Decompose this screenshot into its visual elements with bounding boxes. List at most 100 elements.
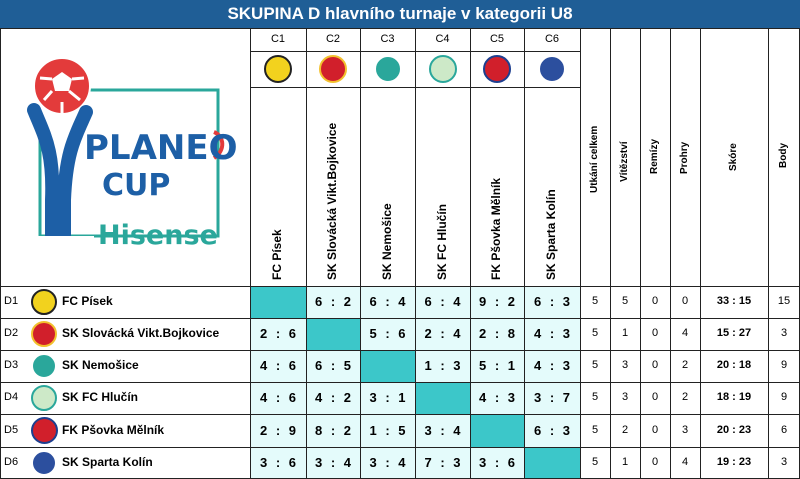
goal-score: 20 : 18 xyxy=(716,359,752,371)
result-cell-bg xyxy=(524,350,580,382)
column-code: C6 xyxy=(544,33,560,45)
grid-vline xyxy=(670,28,671,479)
column-shield-crest-badge-icon xyxy=(319,55,347,83)
column-team-name: SK FC Hlučín xyxy=(434,203,449,280)
result-cell-bg xyxy=(470,447,524,479)
losses-count: 2 xyxy=(681,391,689,403)
draws-count: 0 xyxy=(651,391,659,403)
played-count: 5 xyxy=(591,391,599,403)
goal-score: 20 : 23 xyxy=(716,423,752,436)
result-cell-bg xyxy=(415,447,470,479)
result-cell-bg xyxy=(306,286,360,318)
result-cell-bg xyxy=(470,286,524,318)
row-code: D4 xyxy=(4,391,19,403)
column-code: C2 xyxy=(325,33,341,45)
row-team-name: FK Pšovka Mělník xyxy=(62,422,165,437)
match-score: 2 : 4 xyxy=(424,326,461,341)
result-cell-bg xyxy=(470,318,524,350)
match-score: 4 : 3 xyxy=(478,390,515,405)
result-cell-bg xyxy=(415,414,470,447)
diagonal-cell xyxy=(360,350,415,382)
row-team-name: SK FC Hlučín xyxy=(62,390,139,404)
row-blue-circle-badge-icon xyxy=(31,450,57,476)
played-count: 5 xyxy=(591,327,599,339)
stat-header: Utkání celkem xyxy=(589,126,600,194)
result-cell-bg xyxy=(306,382,360,414)
match-score: 4 : 3 xyxy=(533,358,570,373)
grid-vline xyxy=(580,28,581,479)
result-cell-bg xyxy=(306,447,360,479)
grid-vline xyxy=(768,28,769,479)
logo-sub: CUP xyxy=(102,168,171,203)
row-team-name: SK Slovácká Vikt.Bojkovice xyxy=(62,326,220,340)
column-red-blue-circle-badge-icon xyxy=(483,55,511,83)
row-castle-shield-badge-icon xyxy=(31,353,57,379)
played-count: 5 xyxy=(591,359,599,371)
row-team-name: SK Sparta Kolín xyxy=(62,455,153,469)
match-score: 5 : 1 xyxy=(478,358,515,373)
match-score: 3 : 7 xyxy=(533,390,570,405)
planeo-cup-logo-icon xyxy=(14,57,225,276)
match-score: 5 : 6 xyxy=(369,326,406,341)
grid-vline xyxy=(610,28,611,479)
column-green-shield-badge-icon xyxy=(428,55,457,83)
result-cell-bg xyxy=(415,286,470,318)
result-cell-bg xyxy=(524,414,580,447)
points-total: 3 xyxy=(780,327,788,339)
row-team-name: SK Nemošice xyxy=(62,358,139,372)
match-score: 3 : 4 xyxy=(424,422,461,438)
header-subline xyxy=(250,51,580,52)
match-score: 3 : 6 xyxy=(478,455,515,470)
grid-vline xyxy=(640,28,641,479)
losses-count: 2 xyxy=(681,359,689,371)
match-score: 3 : 4 xyxy=(314,455,351,470)
result-cell-bg xyxy=(470,382,524,414)
row-team-name: FC Písek xyxy=(62,294,113,308)
losses-count: 0 xyxy=(681,295,689,307)
match-score: 6 : 3 xyxy=(533,422,570,438)
match-score: 8 : 2 xyxy=(314,422,351,438)
logo-brand: PLANEO xyxy=(84,128,238,168)
result-cell-bg xyxy=(524,382,580,414)
grid-hline xyxy=(0,318,800,319)
column-team-name: FK Pšovka Mělník xyxy=(489,177,503,280)
grid-hline xyxy=(0,286,800,287)
result-cell-bg xyxy=(250,447,306,479)
wins-count: 1 xyxy=(621,456,629,468)
wins-count: 5 xyxy=(621,295,629,307)
header-subline xyxy=(250,87,580,88)
result-cell-bg xyxy=(250,382,306,414)
row-code: D2 xyxy=(4,327,19,339)
draws-count: 0 xyxy=(651,295,659,307)
result-cell-bg xyxy=(360,318,415,350)
result-cell-bg xyxy=(524,318,580,350)
grid-hline xyxy=(0,382,800,383)
column-code: C3 xyxy=(380,33,395,45)
match-score: 3 : 1 xyxy=(369,390,406,405)
losses-count: 4 xyxy=(681,327,689,339)
column-team-name: SK Nemošice xyxy=(379,203,394,280)
wins-count: 3 xyxy=(621,391,629,403)
match-score: 4 : 3 xyxy=(533,326,570,341)
column-blue-circle-badge-icon xyxy=(538,55,566,83)
points-total: 3 xyxy=(780,456,788,468)
draws-count: 0 xyxy=(651,327,659,339)
row-code: D3 xyxy=(4,359,19,371)
result-cell-bg xyxy=(250,350,306,382)
draws-count: 0 xyxy=(651,423,659,436)
stat-header: Body xyxy=(778,143,789,169)
grid-hline xyxy=(0,28,800,29)
match-score: 6 : 4 xyxy=(424,294,461,309)
column-castle-shield-badge-icon xyxy=(373,55,402,83)
losses-count: 4 xyxy=(681,456,689,468)
column-team-name: SK Slovácká Vikt.Bojkovice xyxy=(325,122,339,280)
stat-header: Vítězství xyxy=(619,141,630,183)
goal-score: 33 : 15 xyxy=(716,295,752,307)
points-total: 9 xyxy=(780,391,788,403)
result-cell-bg xyxy=(360,447,415,479)
match-score: 6 : 5 xyxy=(314,358,351,373)
match-score: 4 : 6 xyxy=(259,390,296,405)
goal-score: 19 : 23 xyxy=(716,456,752,468)
column-code: C1 xyxy=(270,33,286,45)
